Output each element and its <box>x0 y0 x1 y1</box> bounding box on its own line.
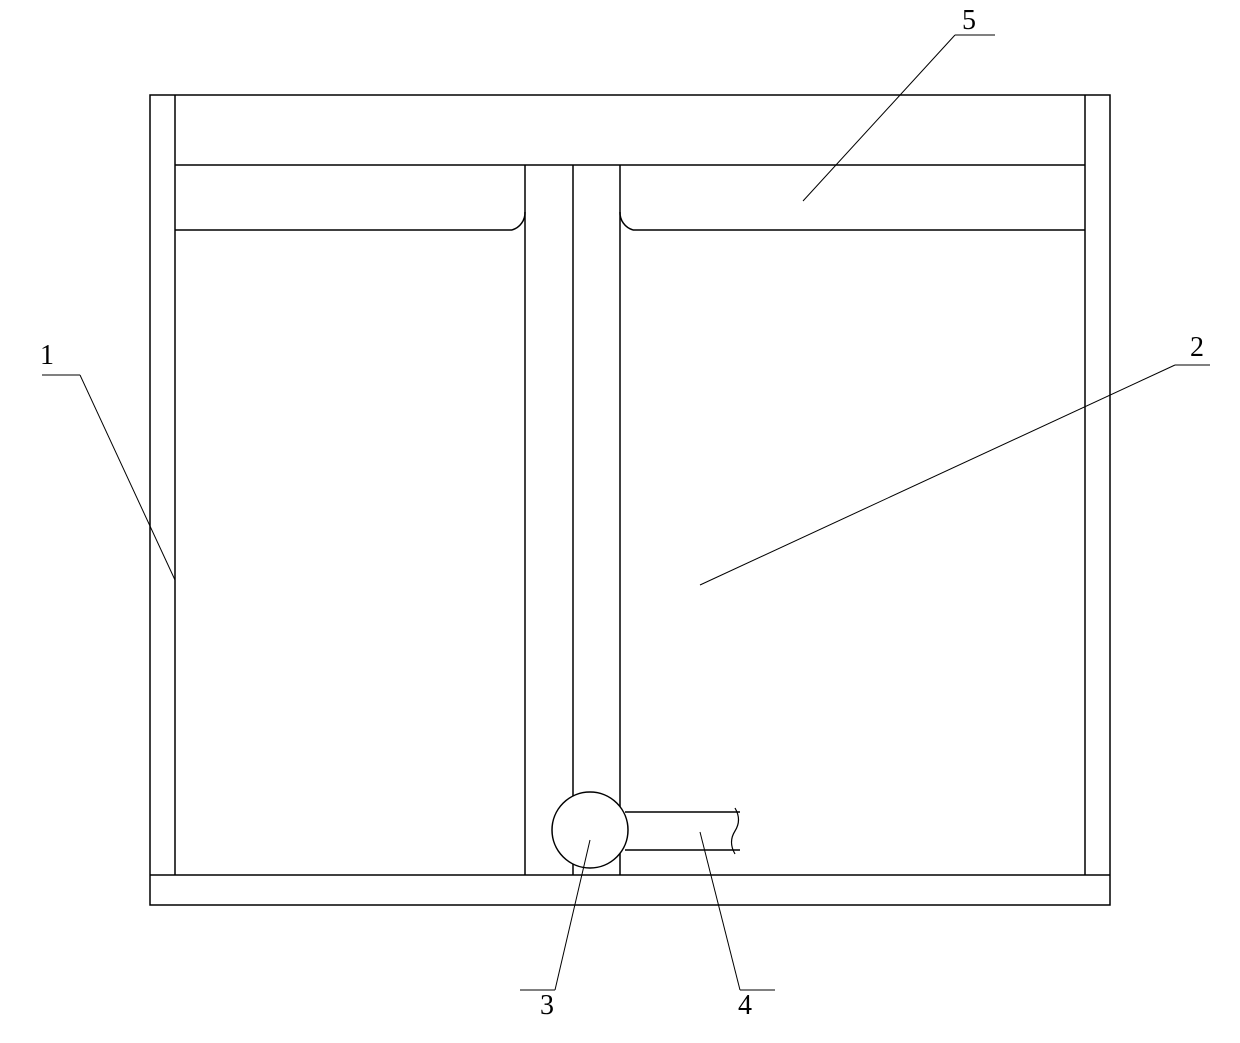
outer-frame <box>150 95 1110 905</box>
callout-label-2: 2 <box>1190 332 1204 364</box>
diagram-svg <box>0 0 1240 1038</box>
leader1-diagonal <box>80 375 175 580</box>
bottom-circle <box>552 792 628 868</box>
leader5-diagonal <box>803 35 955 201</box>
callout-label-5: 5 <box>962 5 976 37</box>
pipe-break-line <box>732 808 739 854</box>
callout-label-3: 3 <box>540 990 554 1022</box>
left-notch-arc <box>512 212 525 230</box>
leader2-diagonal <box>700 365 1175 585</box>
callout-label-1: 1 <box>40 340 54 372</box>
technical-diagram: 1 2 3 4 5 <box>0 0 1240 1038</box>
right-notch-arc <box>620 212 633 230</box>
leader4-diagonal <box>700 832 740 990</box>
callout-label-4: 4 <box>738 990 752 1022</box>
